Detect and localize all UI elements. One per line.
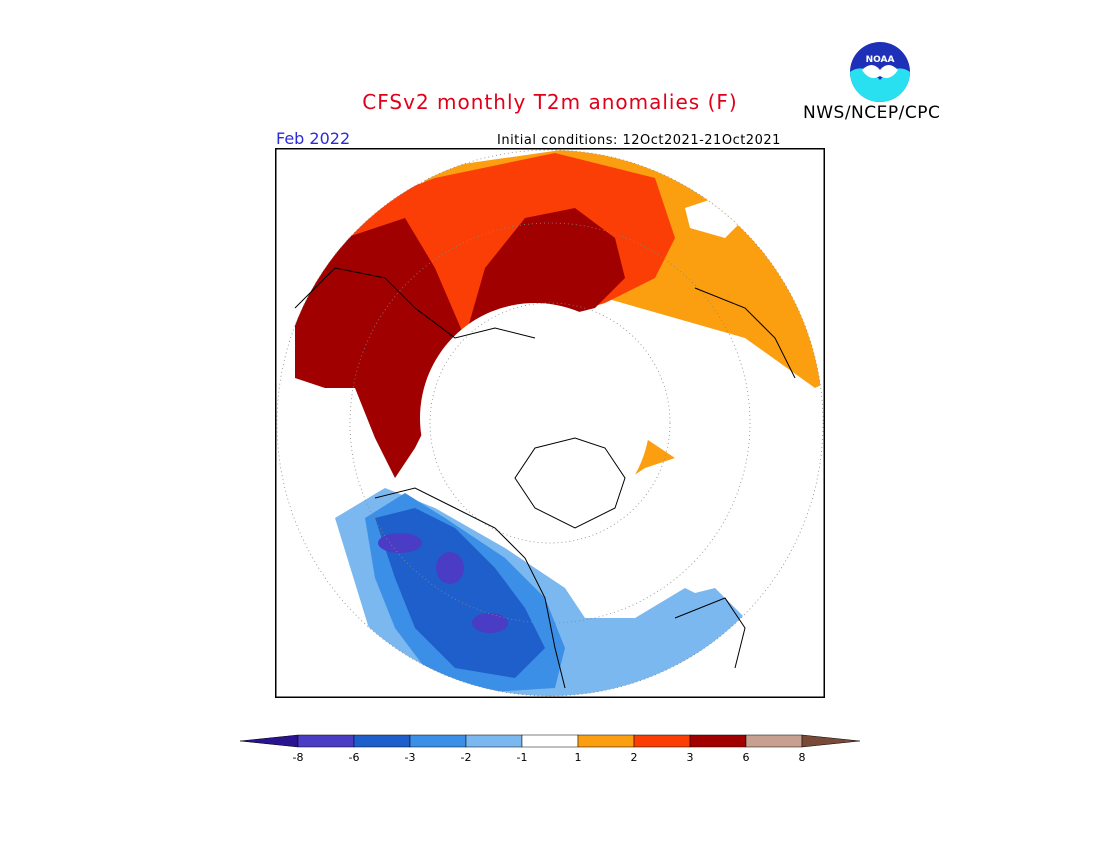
initial-conditions-label: Initial conditions: 12Oct2021-21Oct2021 bbox=[497, 133, 781, 148]
colorbar-tick: 2 bbox=[631, 751, 638, 764]
colorbar-tick: -3 bbox=[405, 751, 416, 764]
colorbar-tick: -8 bbox=[293, 751, 304, 764]
colorbar-tick: -1 bbox=[517, 751, 528, 764]
valid-month-label: Feb 2022 bbox=[276, 129, 351, 148]
colorbar-max-arrow bbox=[801, 734, 861, 748]
colorbar-tick: -2 bbox=[461, 751, 472, 764]
anomaly-region-darkblue bbox=[375, 508, 545, 678]
anomaly-map bbox=[275, 148, 825, 698]
coastlines bbox=[294, 267, 796, 689]
latitude-lines bbox=[276, 149, 824, 697]
agency-label: NWS/NCEP/CPC bbox=[803, 103, 941, 123]
colorbar: -8 -6 -3 -2 -1 1 2 3 6 8 bbox=[239, 734, 861, 764]
chart-title: CFSv2 monthly T2m anomalies (F) bbox=[362, 90, 738, 114]
noaa-logo-icon: NOAA bbox=[850, 42, 910, 102]
colorbar-tick: 6 bbox=[743, 751, 750, 764]
colorbar-tick: 1 bbox=[575, 751, 582, 764]
colorbar-tick: -6 bbox=[349, 751, 360, 764]
anomaly-region-purple bbox=[378, 533, 422, 553]
colorbar-tick: 8 bbox=[799, 751, 806, 764]
colorbar-tick: 3 bbox=[687, 751, 694, 764]
colorbar-min-arrow bbox=[239, 734, 299, 748]
svg-text:NOAA: NOAA bbox=[866, 55, 895, 65]
